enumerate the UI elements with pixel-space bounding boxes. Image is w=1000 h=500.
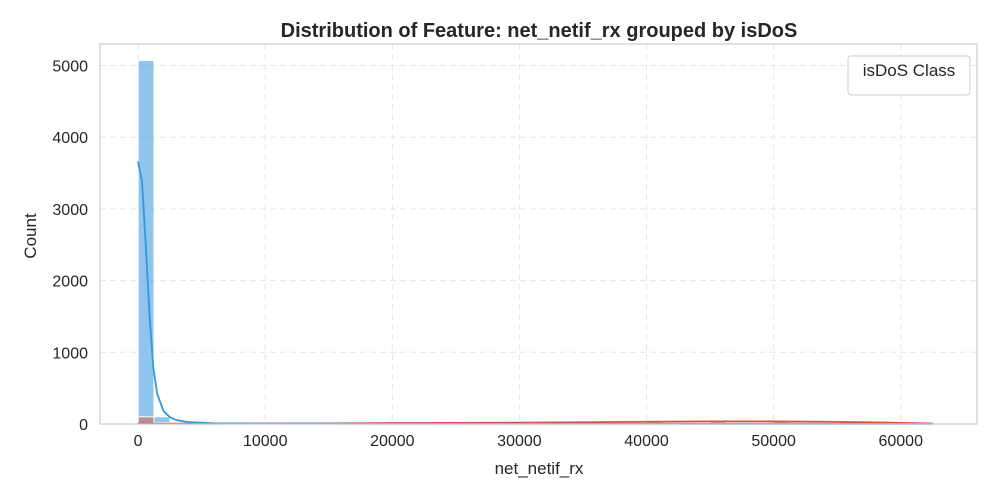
bars [137,59,854,425]
plot-frame [99,43,978,425]
x-tick-label: 50000 [751,433,796,450]
y-tick-label: 0 [79,417,88,434]
legend-title: isDoS Class [863,61,956,80]
x-tick-label: 60000 [878,433,923,450]
x-tick-label: 10000 [243,433,288,450]
x-tick-label: 0 [134,433,143,450]
chart-title: Distribution of Feature: net_netif_rx gr… [281,20,798,42]
x-tick-label: 20000 [370,433,415,450]
tick-labels: 0 10000 20000 30000 40000 50000 60000 0 1000 2000… [52,59,923,450]
y-tick-label: 4000 [52,130,88,147]
kde-line-class-0 [137,161,934,425]
grid [100,44,977,425]
x-axis-label: net_netif_rx [495,459,584,478]
kde-curves [137,161,934,425]
x-tick-label: 40000 [624,433,669,450]
x-tick-label: 30000 [497,433,542,450]
legend-box [847,55,971,96]
y-tick-label: 3000 [52,202,88,219]
y-tick-label: 2000 [52,274,88,291]
y-axis-label: Count [21,213,40,259]
y-tick-label: 5000 [52,59,88,76]
legend: isDoS Class [847,55,971,96]
y-tick-label: 1000 [52,345,88,362]
